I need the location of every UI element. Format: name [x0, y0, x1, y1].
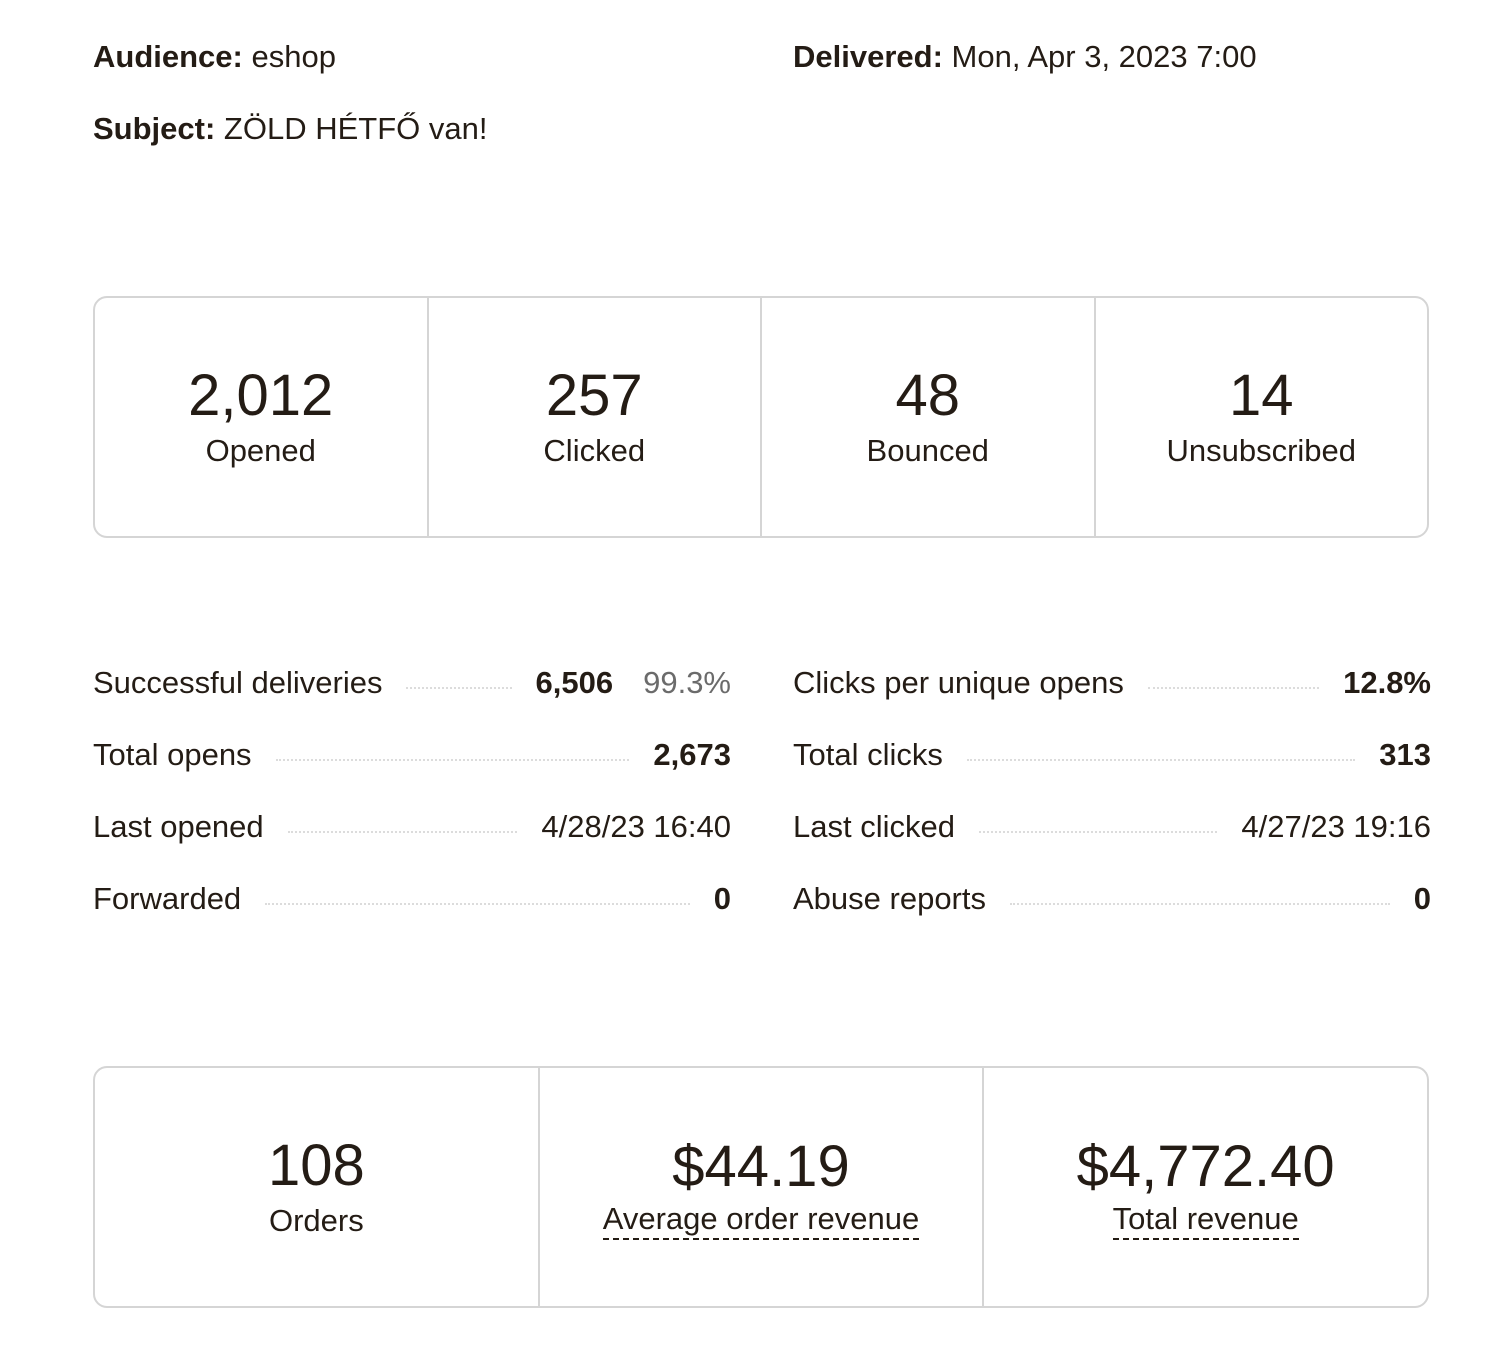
detail-last-opened: Last opened 4/28/23 16:40	[93, 804, 731, 876]
stat-value: 14	[1228, 363, 1294, 428]
audience-value: eshop	[251, 39, 336, 74]
engagement-stats: 2,012 Opened 257 Clicked 48 Bounced 14 U…	[93, 296, 1429, 538]
delivered-info: Delivered: Mon, Apr 3, 2023 7:00	[793, 37, 1257, 77]
dotted-leader	[265, 903, 690, 905]
detail-value: 2,673	[653, 737, 731, 772]
stat-total-revenue: $4,772.40 Total revenue	[984, 1068, 1427, 1306]
detail-total-opens: Total opens 2,673	[93, 732, 731, 804]
audience-label: Audience:	[93, 39, 243, 74]
stat-value: 108	[267, 1133, 365, 1198]
stat-label: Unsubscribed	[1166, 433, 1357, 468]
detail-clicks-per-unique-opens: Clicks per unique opens 12.8%	[793, 660, 1431, 732]
detail-value: 313	[1379, 737, 1431, 772]
stat-value: 257	[545, 363, 643, 428]
stat-label: Bounced	[866, 433, 989, 468]
detail-value: 0	[1413, 881, 1431, 916]
subject-info: Subject: ZÖLD HÉTFŐ van!	[93, 109, 487, 149]
detail-label: Last opened	[93, 809, 264, 844]
delivery-details: Successful deliveries 6,506 99.3% Total …	[93, 660, 1431, 948]
dotted-leader	[406, 687, 512, 689]
stat-label: Orders	[268, 1203, 364, 1238]
dotted-leader	[1010, 903, 1390, 905]
stat-value: 48	[895, 363, 960, 428]
detail-abuse-reports: Abuse reports 0	[793, 876, 1431, 948]
dotted-leader	[1147, 687, 1320, 689]
stat-bounced: 48 Bounced	[762, 298, 1096, 536]
delivered-label: Delivered:	[793, 39, 943, 74]
stat-value: $4,772.40	[1076, 1134, 1335, 1199]
detail-label: Clicks per unique opens	[793, 665, 1124, 700]
subject-value: ZÖLD HÉTFŐ van!	[223, 111, 488, 146]
stat-orders: 108 Orders	[95, 1068, 540, 1306]
details-right-column: Clicks per unique opens 12.8% Total clic…	[793, 660, 1431, 948]
detail-total-clicks: Total clicks 313	[793, 732, 1431, 804]
detail-value: 4/27/23 19:16	[1241, 809, 1431, 844]
stat-average-order-revenue: $44.19 Average order revenue	[540, 1068, 985, 1306]
detail-value: 12.8%	[1343, 665, 1431, 700]
detail-label: Successful deliveries	[93, 665, 383, 700]
detail-last-clicked: Last clicked 4/27/23 19:16	[793, 804, 1431, 876]
stat-value: $44.19	[672, 1134, 850, 1199]
stat-unsubscribed: 14 Unsubscribed	[1096, 298, 1428, 536]
detail-percent: 99.3%	[643, 665, 731, 700]
delivered-value: Mon, Apr 3, 2023 7:00	[951, 39, 1257, 74]
detail-label: Total clicks	[793, 737, 943, 772]
detail-label: Last clicked	[793, 809, 955, 844]
dotted-leader	[287, 831, 518, 833]
stat-label: Clicked	[543, 433, 646, 468]
detail-label: Abuse reports	[793, 881, 986, 916]
dotted-leader	[966, 759, 1356, 761]
detail-successful-deliveries: Successful deliveries 6,506 99.3%	[93, 660, 731, 732]
details-left-column: Successful deliveries 6,506 99.3% Total …	[93, 660, 731, 948]
detail-value: 4/28/23 16:40	[541, 809, 731, 844]
detail-forwarded: Forwarded 0	[93, 876, 731, 948]
stat-clicked: 257 Clicked	[429, 298, 762, 536]
detail-value: 0	[713, 881, 731, 916]
detail-value: 6,506	[535, 665, 614, 700]
total-revenue-tooltip-trigger[interactable]: Total revenue	[1112, 1202, 1299, 1240]
dotted-leader	[275, 759, 630, 761]
stat-label: Opened	[205, 433, 316, 468]
detail-label: Total opens	[93, 737, 252, 772]
audience-info: Audience: eshop	[93, 37, 336, 77]
average-order-revenue-tooltip-trigger[interactable]: Average order revenue	[602, 1202, 920, 1240]
stat-value: 2,012	[188, 363, 334, 428]
revenue-stats: 108 Orders $44.19 Average order revenue …	[93, 1066, 1429, 1308]
stat-opened: 2,012 Opened	[95, 298, 429, 536]
detail-label: Forwarded	[93, 881, 242, 916]
subject-label: Subject:	[93, 111, 216, 146]
dotted-leader	[978, 831, 1218, 833]
